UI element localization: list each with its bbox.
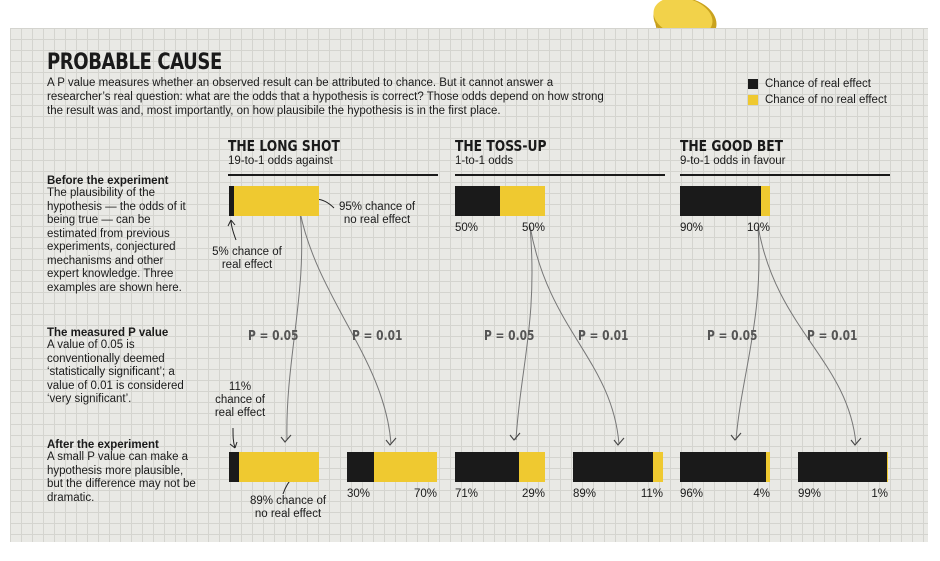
- check-mark: [613, 437, 625, 446]
- bar-segment-real: [680, 186, 761, 216]
- check-mark: [850, 437, 862, 446]
- bar-segment-real: [455, 452, 519, 482]
- legend-swatch-none: [748, 95, 758, 105]
- bar-before: [229, 186, 319, 216]
- legend: Chance of real effect Chance of no real …: [748, 78, 887, 106]
- page-title: PROBABLE CAUSE: [47, 50, 222, 75]
- bar-after: [347, 452, 437, 482]
- bar-segment-none: [374, 452, 437, 482]
- pct-label-real: 99%: [798, 488, 822, 500]
- legend-label-real: Chance of real effect: [765, 78, 871, 90]
- pct-label-none: 10%: [746, 222, 770, 234]
- divider: [455, 174, 665, 176]
- after-heading: After the experiment: [47, 439, 159, 451]
- bar-segment-none: [233, 186, 319, 216]
- legend-item-real: Chance of real effect: [748, 78, 887, 90]
- pct-label-real: 50%: [455, 222, 479, 234]
- measured-heading: The measured P value: [47, 327, 169, 339]
- pct-label-real: 96%: [680, 488, 704, 500]
- bar-segment-none: [887, 452, 888, 482]
- check-mark: [385, 437, 397, 446]
- bar-after: [573, 452, 663, 482]
- pct-label-real: 90%: [680, 222, 704, 234]
- pct-label-real: 30%: [347, 488, 371, 500]
- check-mark: [730, 432, 742, 441]
- p-label-0.01: P = 0.01: [352, 329, 403, 344]
- bar-before: [455, 186, 545, 216]
- check-mark: [280, 434, 292, 443]
- bar-segment-real: [573, 452, 654, 482]
- bar-segment-none: [518, 452, 545, 482]
- legend-item-none: Chance of no real effect: [748, 94, 887, 106]
- sidebar-after: After the experiment A small P value can…: [47, 439, 197, 505]
- before-text: The plausibility of the hypothesis — the…: [47, 187, 186, 294]
- annotation-after-none: 89% chance of no real effect: [249, 495, 327, 520]
- bar-segment-none: [653, 452, 663, 482]
- bar-segment-real: [455, 186, 500, 216]
- bar-after: [229, 452, 319, 482]
- after-text: A small P value can make a hypothesis mo…: [47, 451, 196, 504]
- scenario-title-long-shot: THE LONG SHOT: [228, 137, 340, 155]
- annotation-before-real: 5% chance of real effect: [212, 246, 282, 271]
- bar-segment-none: [238, 452, 319, 482]
- bar-segment-none: [766, 452, 770, 482]
- pct-label-none: 29%: [521, 488, 545, 500]
- legend-swatch-real: [748, 79, 758, 89]
- bar-segment-real: [229, 186, 234, 216]
- connector-line: [757, 225, 857, 445]
- intro-text: A P value measures whether an observed r…: [47, 77, 604, 117]
- connector-line: [735, 225, 760, 441]
- connector-line: [529, 225, 620, 445]
- pct-label-real: 71%: [455, 488, 479, 500]
- bar-after: [455, 452, 545, 482]
- scenario-title-good-bet: THE GOOD BET: [680, 137, 784, 155]
- bar-before: [680, 186, 770, 216]
- annotation-arrow: [230, 219, 237, 241]
- connector-line: [515, 225, 533, 441]
- check-mark: [509, 432, 521, 441]
- pct-label-real: 89%: [573, 488, 597, 500]
- bar-segment-none: [500, 186, 545, 216]
- connector-line: [286, 211, 303, 441]
- p-label-0.01: P = 0.01: [807, 329, 858, 344]
- annotation-before-none: 95% chance of no real effect: [338, 201, 416, 226]
- annotation-arrow: [232, 427, 236, 449]
- bar-segment-none: [761, 186, 770, 216]
- bar-segment-real: [798, 452, 888, 482]
- scenario-odds-long-shot: 19-to-1 odds against: [228, 155, 333, 167]
- p-label-0.05: P = 0.05: [484, 329, 535, 344]
- connector-line: [299, 211, 392, 445]
- p-label-0.05: P = 0.05: [248, 329, 299, 344]
- divider: [680, 174, 890, 176]
- before-heading: Before the experiment: [47, 175, 169, 187]
- bar-after: [798, 452, 888, 482]
- legend-label-none: Chance of no real effect: [765, 94, 887, 106]
- sidebar-before: Before the experiment The plausibility o…: [47, 175, 197, 295]
- pct-label-none: 50%: [521, 222, 545, 234]
- bar-segment-real: [680, 452, 767, 482]
- p-label-0.05: P = 0.05: [707, 329, 758, 344]
- scenario-odds-good-bet: 9-to-1 odds in favour: [680, 155, 786, 167]
- sidebar-measured: The measured P value A value of 0.05 is …: [47, 327, 197, 407]
- p-label-0.01: P = 0.01: [578, 329, 629, 344]
- bar-segment-real: [229, 452, 239, 482]
- pct-label-none: 70%: [413, 488, 437, 500]
- divider: [228, 174, 438, 176]
- scenario-odds-toss-up: 1-to-1 odds: [455, 155, 514, 167]
- bar-after: [680, 452, 770, 482]
- scenario-title-toss-up: THE TOSS-UP: [455, 137, 547, 155]
- annotation-after-real: 11% chance of real effect: [214, 381, 266, 419]
- bar-segment-real: [347, 452, 374, 482]
- measured-text: A value of 0.05 is conventionally deemed…: [47, 339, 184, 405]
- pct-label-none: 1%: [871, 488, 888, 500]
- pct-label-none: 11%: [640, 488, 663, 500]
- pct-label-none: 4%: [753, 488, 770, 500]
